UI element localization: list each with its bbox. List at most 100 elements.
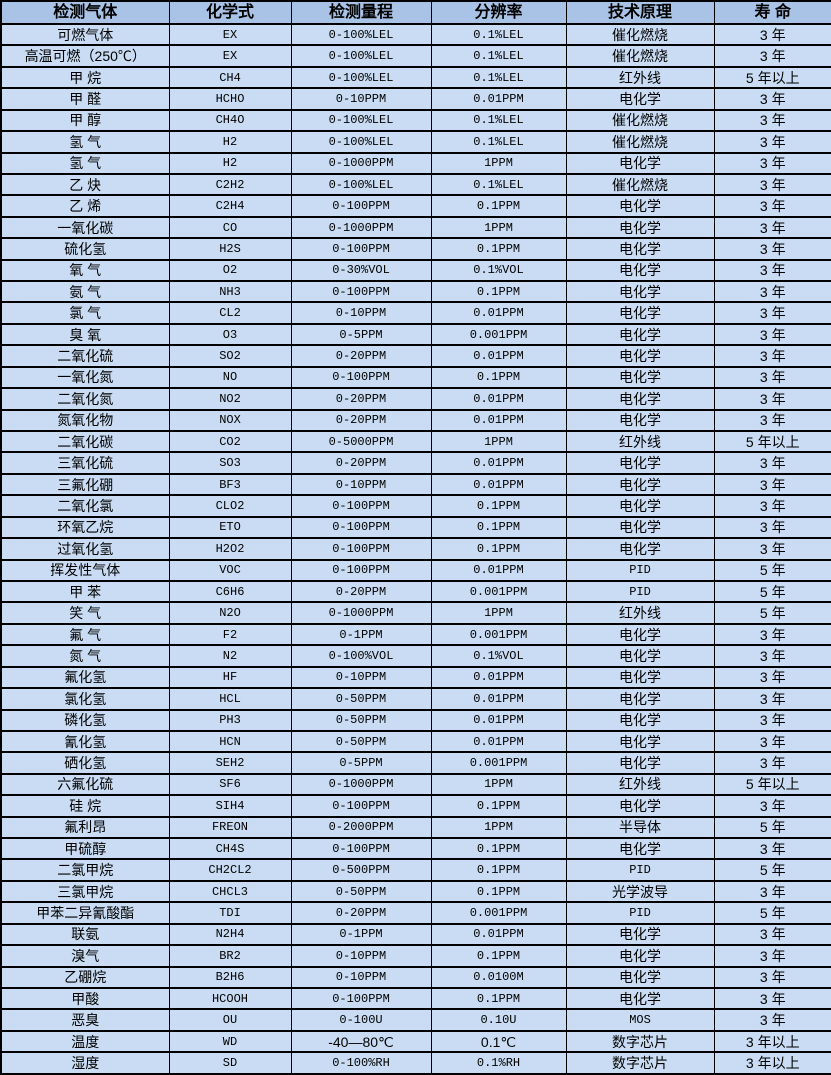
lifespan-cell: 3 年 bbox=[713, 387, 831, 411]
gas-cell: 臭 氧 bbox=[0, 322, 170, 347]
principle-cell: 电化学 bbox=[565, 87, 715, 111]
lifespan-cell: 3 年 bbox=[713, 322, 831, 347]
resolution-cell: 0.01PPM bbox=[430, 472, 567, 497]
lifespan-cell: 3 年 bbox=[713, 986, 831, 1011]
table-row: 挥发性气体 VOC 0-100PPM 0.01PPM PID 5 年 bbox=[0, 558, 831, 582]
lifespan-cell: 3 年 bbox=[713, 644, 831, 668]
formula-cell: EX bbox=[168, 22, 292, 47]
resolution-cell: 0.01PPM bbox=[430, 922, 567, 947]
range-cell: 0-10PPM bbox=[290, 301, 432, 325]
resolution-cell: 0.1PPM bbox=[430, 794, 567, 818]
range-cell: 0-20PPM bbox=[290, 901, 432, 925]
gas-cell: 可燃气体 bbox=[0, 22, 170, 47]
table-row: 氟化氢 HF 0-10PPM 0.01PPM 电化学 3 年 bbox=[0, 665, 831, 690]
principle-cell: 电化学 bbox=[565, 665, 715, 690]
gas-cell: 氯 气 bbox=[0, 301, 170, 325]
formula-cell: HCL bbox=[168, 687, 292, 711]
table-row: 甲 苯 C6H6 0-20PPM 0.001PPM PID 5 年 bbox=[0, 579, 831, 604]
table-row: 硅 烷 SIH4 0-100PPM 0.1PPM 电化学 3 年 bbox=[0, 794, 831, 818]
range-cell: 0-5PPM bbox=[290, 322, 432, 347]
table-row: 氢 气 H2 0-1000PPM 1PPM 电化学 3 年 bbox=[0, 151, 831, 175]
range-cell: 0-100PPM bbox=[290, 515, 432, 540]
range-cell: 0-100%RH bbox=[290, 1051, 432, 1075]
resolution-cell: 0.1PPM bbox=[430, 237, 567, 261]
resolution-cell: 0.1PPM bbox=[430, 280, 567, 304]
lifespan-cell: 3 年 bbox=[713, 687, 831, 711]
principle-cell: 电化学 bbox=[565, 837, 715, 861]
resolution-cell: 0.01PPM bbox=[430, 344, 567, 368]
principle-cell: 电化学 bbox=[565, 344, 715, 368]
column-header-gas: 检测气体 bbox=[0, 0, 170, 25]
range-cell: 0-10PPM bbox=[290, 472, 432, 497]
lifespan-cell: 3 年 bbox=[713, 472, 831, 497]
gas-cell: 甲 烷 bbox=[0, 65, 170, 90]
gas-cell: 氮氧化物 bbox=[0, 408, 170, 433]
formula-cell: CL2 bbox=[168, 301, 292, 325]
table-row: 硫化氢 H2S 0-100PPM 0.1PPM 电化学 3 年 bbox=[0, 237, 831, 261]
formula-cell: CH4S bbox=[168, 837, 292, 861]
table-row: 氟利昂 FREON 0-2000PPM 1PPM 半导体 5 年 bbox=[0, 815, 831, 840]
resolution-cell: 0.1%VOL bbox=[430, 644, 567, 668]
resolution-cell: 0.1%LEL bbox=[430, 22, 567, 47]
formula-cell: N2 bbox=[168, 644, 292, 668]
table-row: 一氧化碳 CO 0-1000PPM 1PPM 电化学 3 年 bbox=[0, 215, 831, 240]
lifespan-cell: 3 年 bbox=[713, 751, 831, 775]
principle-cell: 电化学 bbox=[565, 944, 715, 968]
formula-cell: C2H2 bbox=[168, 172, 292, 197]
principle-cell: PID bbox=[565, 579, 715, 604]
principle-cell: 电化学 bbox=[565, 687, 715, 711]
range-cell: 0-50PPM bbox=[290, 729, 432, 754]
gas-cell: 氧 气 bbox=[0, 258, 170, 283]
range-cell: 0-20PPM bbox=[290, 344, 432, 368]
lifespan-cell: 3 年 bbox=[713, 108, 831, 133]
table-row: 湿度 SD 0-100%RH 0.1%RH 数字芯片 3 年以上 bbox=[0, 1051, 831, 1075]
principle-cell: 电化学 bbox=[565, 408, 715, 433]
range-cell: 0-1000PPM bbox=[290, 215, 432, 240]
lifespan-cell: 5 年 bbox=[713, 579, 831, 604]
lifespan-cell: 3 年 bbox=[713, 837, 831, 861]
principle-cell: 电化学 bbox=[565, 751, 715, 775]
resolution-cell: 0.1PPM bbox=[430, 944, 567, 968]
formula-cell: CH4O bbox=[168, 108, 292, 133]
resolution-cell: 0.001PPM bbox=[430, 322, 567, 347]
range-cell: 0-1000PPM bbox=[290, 151, 432, 175]
range-cell: 0-100%LEL bbox=[290, 130, 432, 154]
lifespan-cell: 3 年 bbox=[713, 729, 831, 754]
resolution-cell: 0.1%LEL bbox=[430, 172, 567, 197]
gas-cell: 硫化氢 bbox=[0, 237, 170, 261]
formula-cell: NO2 bbox=[168, 387, 292, 411]
lifespan-cell: 3 年 bbox=[713, 922, 831, 947]
formula-cell: SO3 bbox=[168, 451, 292, 475]
resolution-cell: 0.1%LEL bbox=[430, 65, 567, 90]
range-cell: 0-10PPM bbox=[290, 965, 432, 990]
gas-cell: 三氧化硫 bbox=[0, 451, 170, 475]
resolution-cell: 0.01PPM bbox=[430, 451, 567, 475]
principle-cell: 电化学 bbox=[565, 644, 715, 668]
formula-cell: H2O2 bbox=[168, 537, 292, 561]
table-row: 可燃气体 EX 0-100%LEL 0.1%LEL 催化燃烧 3 年 bbox=[0, 22, 831, 47]
formula-cell: NO bbox=[168, 365, 292, 390]
resolution-cell: 0.1PPM bbox=[430, 537, 567, 561]
formula-cell: OU bbox=[168, 1008, 292, 1032]
formula-cell: FREON bbox=[168, 815, 292, 840]
lifespan-cell: 3 年 bbox=[713, 344, 831, 368]
table-row: 氮氧化物 NOX 0-20PPM 0.01PPM 电化学 3 年 bbox=[0, 408, 831, 433]
resolution-cell: 1PPM bbox=[430, 151, 567, 175]
principle-cell: 数字芯片 bbox=[565, 1029, 715, 1054]
column-header-range: 检测量程 bbox=[290, 0, 432, 25]
gas-cell: 甲酸 bbox=[0, 986, 170, 1011]
gas-cell: 过氧化氢 bbox=[0, 537, 170, 561]
gas-cell: 二氯甲烷 bbox=[0, 858, 170, 882]
resolution-cell: 0.1PPM bbox=[430, 365, 567, 390]
range-cell: 0-500PPM bbox=[290, 858, 432, 882]
range-cell: 0-100U bbox=[290, 1008, 432, 1032]
formula-cell: SD bbox=[168, 1051, 292, 1075]
formula-cell: CO2 bbox=[168, 429, 292, 454]
column-header-formula: 化学式 bbox=[168, 0, 292, 25]
table-row: 过氧化氢 H2O2 0-100PPM 0.1PPM 电化学 3 年 bbox=[0, 537, 831, 561]
gas-cell: 三氟化硼 bbox=[0, 472, 170, 497]
range-cell: 0-50PPM bbox=[290, 708, 432, 732]
principle-cell: MOS bbox=[565, 1008, 715, 1032]
range-cell: 0-100PPM bbox=[290, 194, 432, 218]
